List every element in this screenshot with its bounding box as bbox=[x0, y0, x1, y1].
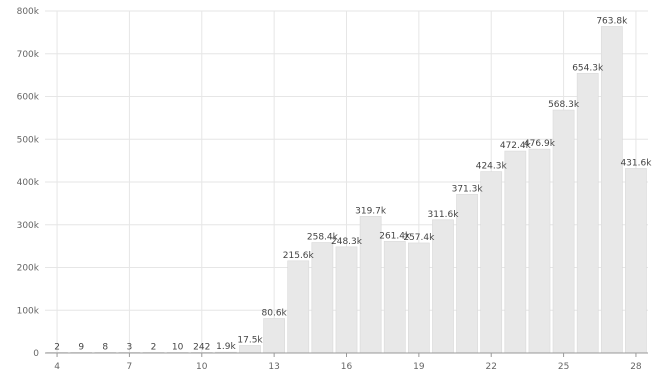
bar bbox=[287, 260, 310, 354]
y-tick-label: 200k bbox=[17, 264, 40, 274]
x-axis-ticks: 4 7 10 13 16 19 22 25 28 bbox=[54, 353, 642, 372]
data-label: 17.5k bbox=[237, 336, 263, 346]
y-axis-ticks: 0 100k 200k 300k 400k 500k 600k 700k 800k bbox=[17, 7, 40, 359]
bar bbox=[456, 193, 478, 354]
data-label: 476.9k bbox=[524, 139, 556, 149]
bars bbox=[46, 26, 647, 354]
data-label: 248.3k bbox=[331, 237, 363, 247]
x-tick-label: 19 bbox=[413, 362, 425, 372]
bar bbox=[407, 242, 430, 354]
bar bbox=[263, 318, 285, 354]
bar bbox=[480, 171, 503, 354]
data-label: 431.6k bbox=[620, 158, 652, 168]
data-label: 8 bbox=[102, 342, 108, 352]
data-label: 424.3k bbox=[476, 162, 508, 172]
data-label: 472.4k bbox=[500, 141, 532, 151]
bar bbox=[383, 240, 406, 354]
bar bbox=[504, 150, 527, 354]
x-tick-label: 25 bbox=[558, 362, 569, 372]
data-label: 10 bbox=[172, 342, 184, 352]
data-label: 2 bbox=[151, 342, 157, 352]
y-tick-label: 700k bbox=[17, 50, 40, 60]
x-tick-label: 4 bbox=[54, 362, 60, 372]
data-label: 257.4k bbox=[403, 233, 435, 243]
data-label: 3 bbox=[127, 342, 133, 352]
data-label: 261.4k bbox=[379, 231, 411, 241]
data-label: 80.6k bbox=[262, 309, 288, 319]
bar bbox=[239, 345, 261, 354]
data-label: 319.7k bbox=[355, 206, 387, 216]
data-label: 1.9k bbox=[216, 342, 236, 352]
data-label: 371.3k bbox=[452, 184, 484, 194]
data-label: 311.6k bbox=[427, 210, 459, 220]
y-tick-label: 600k bbox=[17, 93, 40, 103]
bar bbox=[335, 246, 358, 354]
x-tick-label: 16 bbox=[341, 362, 353, 372]
data-label: 258.4k bbox=[307, 233, 339, 243]
x-tick-label: 10 bbox=[196, 362, 208, 372]
x-tick-label: 13 bbox=[268, 362, 279, 372]
data-label: 654.3k bbox=[572, 63, 604, 73]
y-tick-label: 100k bbox=[17, 306, 40, 316]
data-label: 763.8k bbox=[596, 16, 628, 26]
x-tick-label: 22 bbox=[485, 362, 496, 372]
y-tick-label: 0 bbox=[33, 349, 39, 359]
y-tick-label: 800k bbox=[17, 7, 40, 17]
data-label: 568.3k bbox=[548, 100, 580, 110]
data-label: 242 bbox=[193, 342, 210, 352]
bar bbox=[625, 168, 647, 354]
y-tick-label: 300k bbox=[17, 221, 40, 231]
bar bbox=[311, 242, 334, 354]
x-tick-label: 28 bbox=[630, 362, 642, 372]
bar bbox=[359, 216, 382, 354]
data-label: 9 bbox=[78, 342, 84, 352]
bar bbox=[528, 148, 551, 354]
data-label: 215.6k bbox=[283, 251, 315, 261]
bar bbox=[600, 26, 623, 354]
bar bbox=[432, 219, 454, 354]
bar bbox=[552, 109, 575, 354]
y-tick-label: 400k bbox=[17, 178, 40, 188]
x-tick-label: 7 bbox=[127, 362, 133, 372]
data-label: 2 bbox=[54, 342, 60, 352]
bar bbox=[576, 72, 599, 354]
y-tick-label: 500k bbox=[17, 135, 40, 145]
